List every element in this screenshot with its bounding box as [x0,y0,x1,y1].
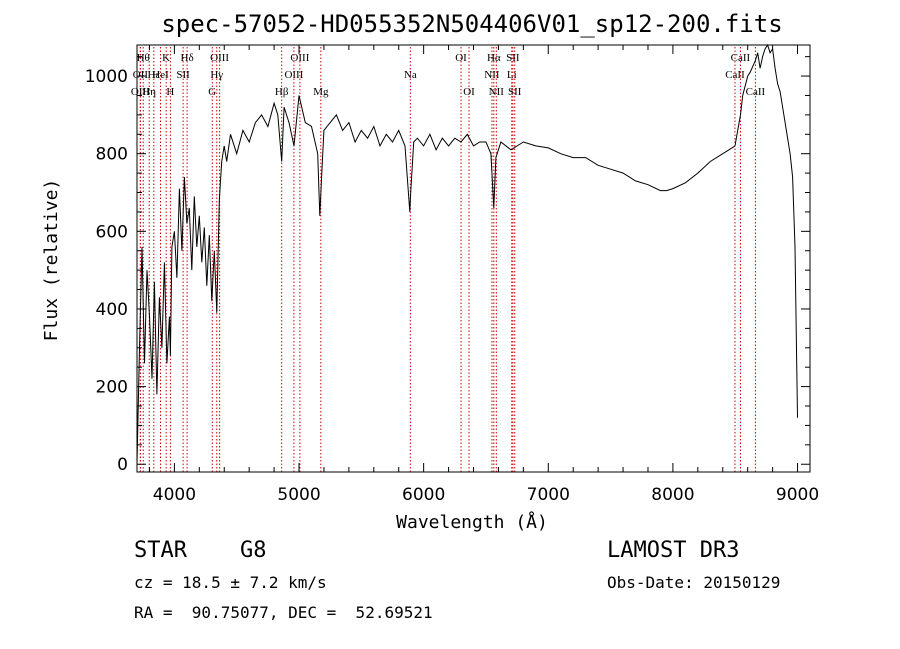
y-tick-label: 600 [96,222,128,242]
line-label-oii: OII [133,69,149,81]
observation-date: Obs-Date: 20150129 [607,573,781,592]
line-label-nii: NII [484,69,500,81]
y-tick-label: 0 [117,455,128,475]
line-label-nii: NII [489,86,505,98]
line-label-caii: CaII [746,86,766,98]
y-tick-label: 200 [96,378,128,398]
line-label-sii: SII [176,69,190,81]
x-tick-label: 8000 [651,485,694,505]
line-label-caii: CaII [731,52,751,64]
line-label-sii: SII [506,52,520,64]
line-label-oi: OI [455,52,467,64]
x-tick-label: 6000 [402,485,445,505]
line-label-h: H [166,86,174,98]
redshift-text: cz = 18.5 ± 7.2 km/s [134,573,327,592]
y-tick-label: 400 [96,300,128,320]
line-label-hε: Hε [148,69,161,81]
survey-label: LAMOST DR3 [607,538,740,563]
line-label-hδ: Hδ [181,52,194,64]
coordinates-text: RA = 90.75077, DEC = 52.69521 [134,603,433,622]
spectrum-line [136,43,798,465]
x-tick-label: 5000 [277,485,320,505]
line-label-mg: Mg [313,86,329,98]
line-label-k: K [162,52,170,64]
line-label-hθ: Hθ [137,52,150,64]
line-label-oiii: OIII [284,69,303,81]
chart-title: spec-57052-HD055352N504406V01_sp12-200.f… [161,10,782,38]
line-label-sii: SII [508,86,522,98]
line-label-caii: CaII [725,69,745,81]
line-label-oiii: OIII [290,52,309,64]
y-axis-label: Flux (relative) [41,179,62,342]
line-label-hei: HeI [152,69,169,81]
x-tick-label: 7000 [527,485,570,505]
object-class-label: STAR G8 [134,538,267,563]
line-label-oiii: OIII [210,52,229,64]
line-label-g: G [208,86,216,98]
x-tick-label: 9000 [776,485,819,505]
y-tick-label: 800 [96,145,128,165]
line-label-oi: OI [463,86,475,98]
x-tick-label: 4000 [153,485,196,505]
plot-frame [136,44,811,473]
x-axis-label: Wavelength (Å) [396,511,548,533]
line-label-hη: Hη [142,86,156,98]
axis-ticks: 4000 5000 6000 7000 8000 9000 0 200 400 600 800 100… [85,45,819,505]
y-tick-label: 1000 [85,67,128,87]
line-label-hα: Hα [487,52,501,64]
line-labels: HθOIIOIIIHηHεHeIKHSIIHδGHγOIIIHβOIIIOIII… [131,52,766,98]
line-label-li: Li [507,69,517,81]
line-label-hβ: Hβ [275,86,289,98]
line-label-hγ: Hγ [210,69,223,81]
line-label-na: Na [404,69,417,81]
spectral-line-markers [139,47,756,472]
line-label-oiii: OIII [131,86,150,98]
